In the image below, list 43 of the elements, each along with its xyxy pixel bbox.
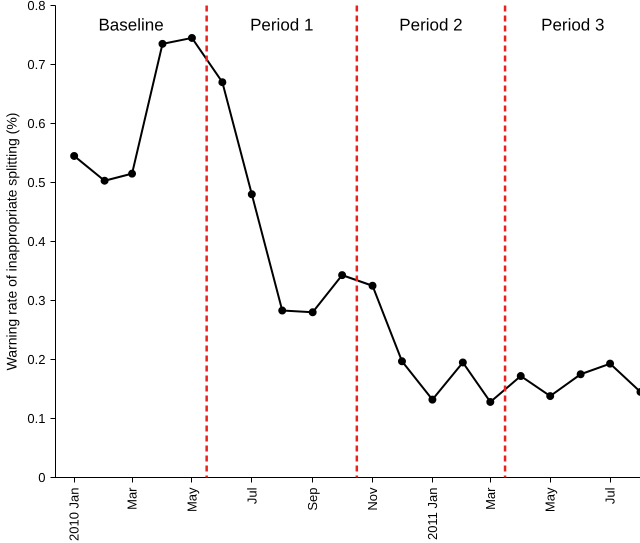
y-tick-label: 0.7	[27, 57, 46, 72]
point	[218, 78, 226, 86]
point	[308, 308, 317, 316]
y-tick-label: 0.4	[27, 234, 46, 249]
y-axis-title: Warning rate of inappropriate splitting (%)	[3, 112, 20, 370]
annotation: Baseline	[98, 16, 164, 34]
x-tick-label: Jul	[602, 487, 618, 504]
point	[188, 34, 196, 42]
x-tick-label: Mar	[482, 486, 498, 510]
x-tick-label: May	[184, 487, 200, 512]
x-tick-label: 2011 Jan	[424, 487, 440, 540]
point	[128, 170, 136, 178]
x-tick-label: 2010 Jan	[66, 487, 82, 541]
x-tick-label: Jul	[244, 487, 260, 504]
y-tick-label: 0.6	[27, 116, 46, 131]
y-tick-label: 0.1	[27, 411, 46, 426]
point	[486, 398, 494, 406]
point	[338, 271, 346, 280]
annotation: Period 1	[250, 16, 314, 34]
point	[576, 370, 585, 378]
y-tick-label: 0.2	[27, 352, 46, 367]
x-tick-label: Nov	[365, 487, 380, 511]
x-tick-label: May	[542, 487, 558, 512]
point	[100, 176, 109, 185]
y-tick-label: 0.5	[27, 175, 46, 190]
point	[516, 372, 525, 380]
point	[368, 282, 377, 290]
y-tick-label: 0.3	[27, 293, 46, 308]
y-tick-label: 0	[38, 470, 46, 485]
point	[158, 40, 166, 48]
point	[428, 396, 436, 404]
point	[606, 360, 614, 368]
x-tick-label: Sep	[305, 487, 320, 511]
y-tick-label: 0.8	[27, 0, 46, 13]
x-tick-label: Mar	[124, 486, 140, 510]
annotation: Period 2	[399, 16, 463, 34]
annotation: Period 3	[541, 16, 604, 34]
point	[398, 357, 406, 366]
point	[546, 392, 554, 400]
point	[458, 358, 467, 366]
point	[70, 152, 78, 160]
point	[248, 190, 256, 198]
point	[278, 306, 286, 315]
